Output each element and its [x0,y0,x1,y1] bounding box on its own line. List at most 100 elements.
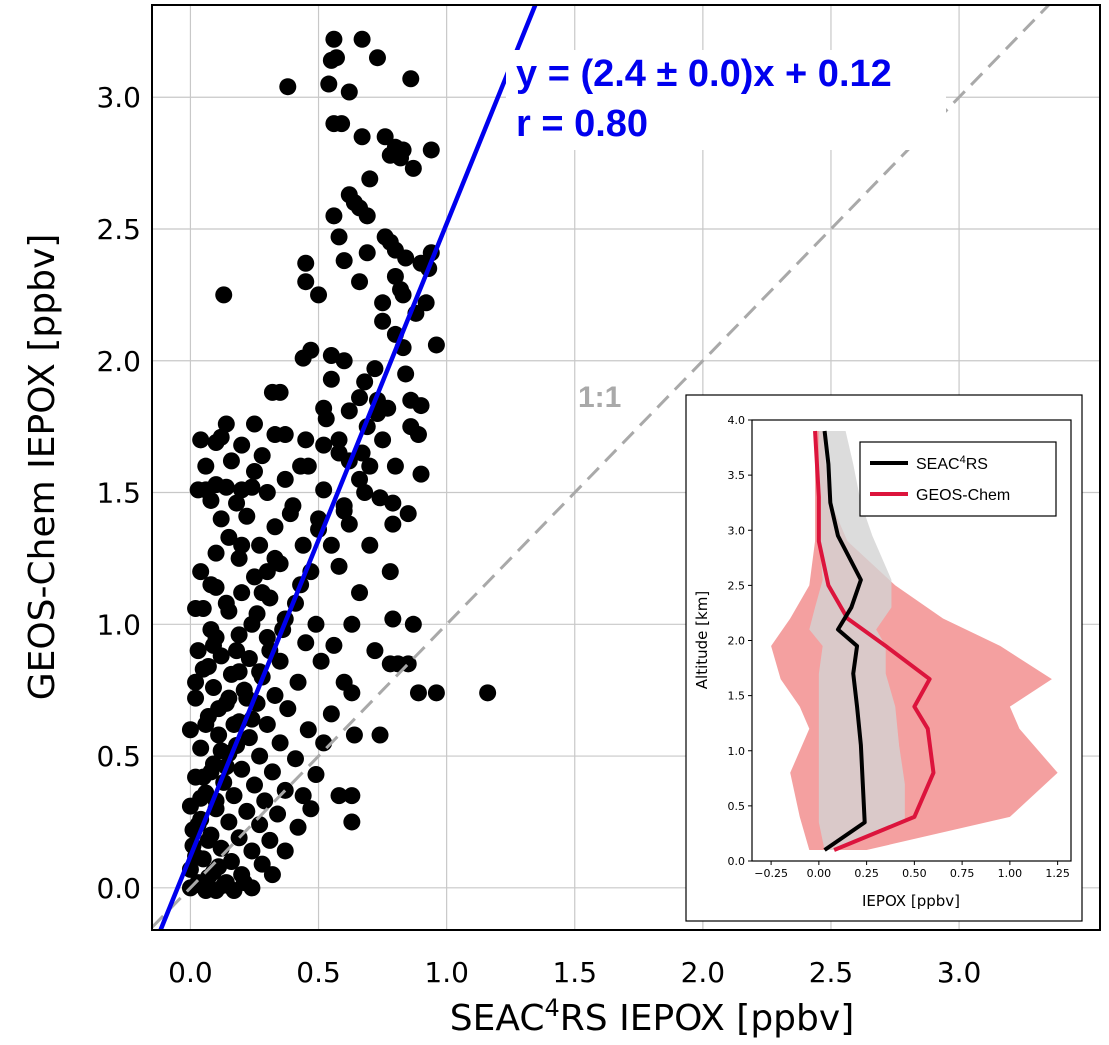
main-y-axis-title: GEOS-Chem IEPOX [ppbv] [22,234,63,701]
data-point [220,528,238,546]
data-point [207,544,225,562]
data-point [335,497,353,515]
data-point [256,792,274,810]
main-x-tick-labels: 0.0 0.5 1.0 1.5 2.0 2.5 3.0 [168,956,981,989]
data-point [240,729,258,747]
seac4rs-range-band [809,431,905,850]
x-tick-label: 0.5 [296,956,341,989]
data-point [330,557,348,575]
data-point [312,652,330,670]
data-point [384,494,402,512]
inset-x-tick-label: 0.50 [902,867,927,880]
data-point [181,721,199,739]
data-point [233,760,251,778]
main-x-title-part: SEAC [450,998,545,1039]
data-point [327,49,345,67]
fit-annotation-background [506,50,946,150]
data-point [228,494,246,512]
inset-bands [771,431,1058,850]
inset-y-tick-label: 1.5 [728,690,746,703]
data-point [330,431,348,449]
main-x-axis-title: SEAC4RS IEPOX [ppbv] [450,994,854,1039]
inset-x-tick-label: 0.00 [807,867,832,880]
main-points [181,30,497,899]
data-point [358,207,376,225]
data-point [340,83,358,101]
data-point [404,159,422,177]
data-point [361,536,379,554]
data-point [322,705,340,723]
data-point [422,141,440,159]
data-point [289,673,307,691]
data-point [330,444,348,462]
data-point [294,787,312,805]
data-point [361,457,379,475]
inset-x-tick-label: 0.75 [950,867,975,880]
data-point [251,816,269,834]
x-tick-label: 2.0 [681,956,726,989]
data-point [233,536,251,554]
data-point [294,536,312,554]
data-point [192,789,210,807]
data-point [202,491,220,509]
data-point [197,715,215,733]
data-point [258,628,276,646]
data-point [189,642,207,660]
data-point [243,842,261,860]
data-point [315,481,333,499]
y-tick-label: 2.5 [96,213,141,246]
data-point [217,874,235,892]
y-tick-label: 3.0 [96,81,141,114]
data-point [404,615,422,633]
data-point [297,431,315,449]
data-point [412,465,430,483]
data-point [371,726,389,744]
inset-x-axis-title: IEPOX [ppbv] [862,892,960,910]
inset-y-tick-label: 3.0 [728,524,746,537]
data-point [394,286,412,304]
main-x-title-rest: RS IEPOX [ppbv] [560,998,854,1039]
data-point [397,249,415,267]
data-point [243,615,261,633]
data-point [427,336,445,354]
geoschem-mean-line [813,430,936,852]
data-point [325,636,343,654]
inset-y-axis-title: Altitude [km] [693,591,711,689]
data-point [322,346,340,364]
data-point [210,700,228,718]
data-point [279,78,297,96]
data-point [297,273,315,291]
data-point [199,657,217,675]
one-to-one-line [150,3,1050,929]
legend-seac-rest: RS [966,456,988,473]
data-point [330,787,348,805]
data-point [325,207,343,225]
inset-y-tick-label: 0.5 [728,800,746,813]
data-point [361,170,379,188]
data-point [228,642,246,660]
data-point [353,128,371,146]
data-point [225,715,243,733]
data-point [238,507,256,525]
data-point [335,352,353,370]
legend-seac-superscript: 4 [960,454,966,466]
y-tick-label: 1.5 [96,477,141,510]
data-point [238,802,256,820]
data-point [343,787,361,805]
data-point [333,115,351,133]
data-point [335,252,353,270]
data-point [266,549,284,567]
data-point [412,397,430,415]
x-tick-label: 3.0 [937,956,982,989]
data-point [258,563,276,581]
data-point [310,510,328,528]
inset-y-tick-label: 2.0 [728,635,746,648]
data-point [366,642,384,660]
data-point [266,518,284,536]
data-point [261,831,279,849]
data-point [194,599,212,617]
main-y-tick-labels: 0.0 0.5 1.0 1.5 2.0 2.5 3.0 [96,81,141,905]
data-point [315,436,333,454]
data-point [376,128,394,146]
